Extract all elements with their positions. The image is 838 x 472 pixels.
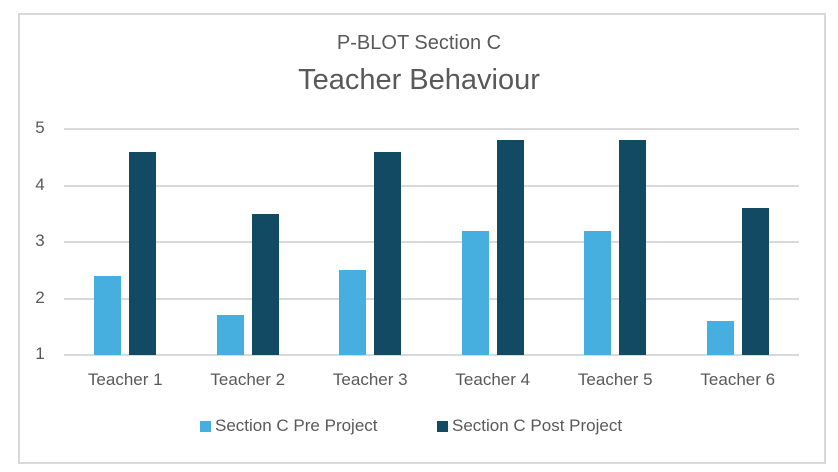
bar-pre-project bbox=[584, 230, 612, 355]
y-tick-label: 2 bbox=[35, 287, 45, 307]
bar-post-project bbox=[251, 213, 279, 355]
gridline bbox=[64, 184, 799, 187]
legend-item-post: Section C Post Project bbox=[437, 416, 622, 436]
legend-item-pre: Section C Pre Project bbox=[200, 416, 378, 436]
bar-post-project bbox=[619, 140, 647, 355]
legend-swatch-post-icon bbox=[437, 420, 448, 432]
bar-post-project bbox=[496, 140, 524, 355]
legend-swatch-pre-icon bbox=[200, 420, 211, 432]
bar-pre-project bbox=[216, 315, 244, 355]
x-tick-label: Teacher 4 bbox=[455, 370, 531, 389]
gridline bbox=[64, 354, 799, 356]
x-tick-label: Teacher 1 bbox=[87, 370, 163, 389]
bar-post-project bbox=[374, 151, 402, 355]
y-tick-label: 5 bbox=[35, 118, 45, 137]
gridline bbox=[64, 297, 799, 300]
legend-label-pre: Section C Pre Project bbox=[215, 416, 378, 435]
y-tick-label: 1 bbox=[35, 344, 45, 363]
bar-pre-project bbox=[706, 321, 734, 355]
chart-subtitle: P-BLOT Section C bbox=[336, 32, 502, 54]
bar-post-project bbox=[129, 151, 157, 355]
y-tick-label: 3 bbox=[35, 231, 45, 250]
bar-pre-project bbox=[94, 275, 122, 355]
y-tick-label: 4 bbox=[35, 174, 45, 194]
bar-post-project bbox=[741, 208, 769, 355]
x-tick-label: Teacher 5 bbox=[577, 370, 653, 389]
bar-pre-project bbox=[339, 270, 367, 355]
x-tick-label: Teacher 6 bbox=[700, 370, 776, 389]
gridline bbox=[64, 128, 799, 130]
x-tick-label: Teacher 2 bbox=[210, 370, 286, 389]
x-tick-label: Teacher 3 bbox=[332, 370, 408, 389]
legend-label-post: Section C Post Project bbox=[452, 416, 623, 435]
gridline bbox=[64, 241, 799, 243]
chart-title: Teacher Behaviour bbox=[298, 64, 540, 96]
bar-pre-project bbox=[461, 230, 489, 355]
